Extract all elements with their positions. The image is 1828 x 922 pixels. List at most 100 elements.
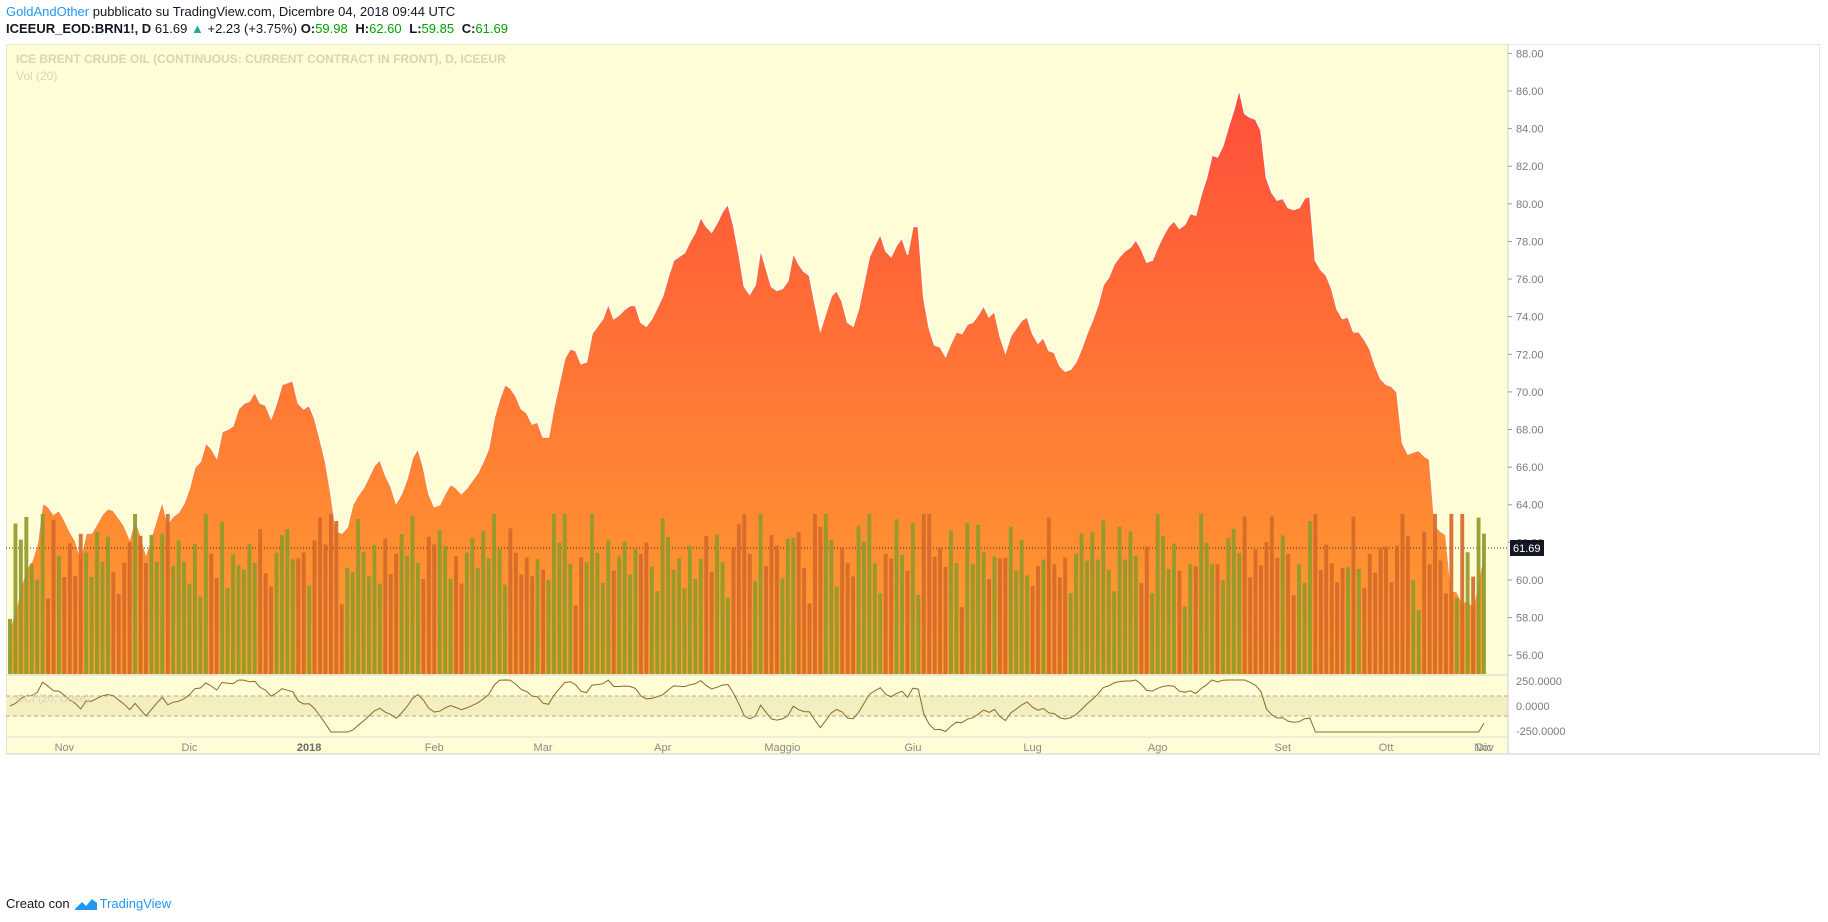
volume-bar-up (497, 549, 502, 674)
volume-bar-down (1242, 516, 1247, 674)
high-value: 62.60 (369, 21, 402, 36)
price-axis-label: 88.00 (1516, 48, 1544, 60)
volume-bar-up (552, 514, 556, 674)
volume-bar-down (998, 558, 1002, 674)
volume-bar-up (203, 514, 208, 674)
volume-bar-down (987, 579, 991, 674)
volume-bar-up (1416, 610, 1421, 674)
volume-bar-down (421, 579, 426, 674)
volume-bar-up (970, 564, 975, 674)
volume-bar-down (1395, 545, 1399, 674)
volume-bar-up (1302, 583, 1307, 674)
volume-bar-up (1133, 555, 1138, 674)
volume-bar-up (671, 569, 676, 674)
time-axis-label: 2018 (297, 742, 321, 754)
volume-bar-down (530, 576, 535, 674)
volume-bar-up (193, 544, 197, 674)
volume-bar-up (182, 562, 186, 674)
time-axis-label: Giu (904, 742, 921, 754)
volume-bar-down (334, 521, 339, 674)
volume-bar-up (622, 541, 627, 674)
volume-bar-up (405, 555, 409, 674)
volume-bar-up (1231, 528, 1236, 674)
volume-bar-down (269, 586, 273, 674)
volume-bar-up (149, 534, 154, 674)
volume-bar-down (807, 603, 812, 674)
volume-bar-down (1335, 582, 1340, 674)
volume-bar-down (459, 583, 464, 674)
volume-bar-up (443, 546, 448, 674)
volume-bar-up (1025, 575, 1030, 674)
volume-bar-up (666, 537, 671, 674)
volume-bar-up (872, 563, 877, 674)
volume-bar-down (796, 532, 801, 674)
volume-bar-up (416, 563, 420, 674)
volume-bar-up (481, 531, 486, 674)
volume-bar-up (1226, 538, 1231, 674)
volume-bar-up (231, 554, 235, 674)
volume-bar-up (856, 525, 861, 674)
volume-bar-down (1177, 570, 1182, 674)
volume-bar-down (1057, 577, 1062, 674)
cci-line (9, 679, 1485, 733)
volume-bar-up (8, 619, 12, 674)
volume-bar-down (51, 519, 56, 674)
price-change: +2.23 (+3.75%) (207, 21, 298, 36)
volume-bar-up (236, 564, 241, 674)
volume-bar-up (655, 591, 660, 674)
price-axis-label: 68.00 (1516, 425, 1544, 437)
volume-bar-up (1482, 533, 1486, 674)
publication-header: GoldAndOther pubblicato su TradingView.c… (6, 4, 455, 19)
volume-bar-down (541, 569, 545, 674)
cci-pane (6, 674, 1508, 733)
volume-bar-up (29, 563, 34, 674)
volume-bar-down (394, 553, 399, 674)
volume-bar-down (579, 557, 584, 674)
volume-bar-down (508, 528, 513, 674)
volume-bar-down (883, 553, 888, 674)
volume-bar-up (187, 583, 192, 674)
last-price-badge (1510, 540, 1544, 556)
volume-bar-up (1237, 553, 1242, 674)
last-price: 61.69 (154, 21, 188, 36)
volume-bar-down (1362, 587, 1367, 674)
volume-bar-up (1221, 580, 1225, 674)
volume-bar-up (176, 540, 181, 674)
chart-title: ICE BRENT CRUDE OIL (CONTINUOUS: CURRENT… (16, 52, 506, 66)
volume-bar-up (1346, 567, 1350, 674)
tradingview-link[interactable]: TradingView (99, 896, 172, 911)
footer: Creato con TradingView (6, 896, 171, 911)
volume-bar-up (503, 584, 507, 674)
volume-bar-down (709, 571, 714, 674)
volume-bar-up (1161, 536, 1165, 674)
volume-bar-up (367, 576, 371, 674)
volume-bar-up (24, 517, 29, 674)
volume-bar-down (329, 514, 333, 674)
volume-bar-up (57, 555, 61, 674)
price-chart[interactable]: 56.0058.0060.0062.0064.0066.0068.0070.00… (6, 44, 1820, 860)
volume-bar-up (1411, 580, 1416, 674)
volume-bar-up (720, 562, 725, 674)
volume-bar-down (1329, 563, 1334, 674)
volume-bar-down (122, 562, 127, 674)
volume-bar-up (1476, 517, 1481, 674)
volume-bar-down (1052, 564, 1057, 674)
volume-bar-up (1095, 559, 1100, 674)
volume-bar-down (426, 536, 431, 674)
author-link[interactable]: GoldAndOther (6, 4, 90, 19)
volume-bar-down (62, 577, 67, 674)
volume-bar-down (927, 514, 932, 674)
volume-bar-up (916, 595, 921, 674)
time-axis-label: Ott (1379, 742, 1394, 754)
volume-bar-down (432, 544, 437, 674)
volume-bar-up (154, 562, 159, 674)
volume-bar-up (350, 572, 355, 674)
volume-bar-up (1117, 526, 1122, 674)
price-line (9, 88, 1485, 628)
volume-bar-down (388, 574, 393, 674)
volume-bar-up (954, 563, 959, 674)
cci-band (6, 696, 1508, 716)
volume-bar-down (1427, 564, 1432, 674)
volume-bar-up (1454, 598, 1459, 674)
volume-bar-down (318, 517, 322, 674)
